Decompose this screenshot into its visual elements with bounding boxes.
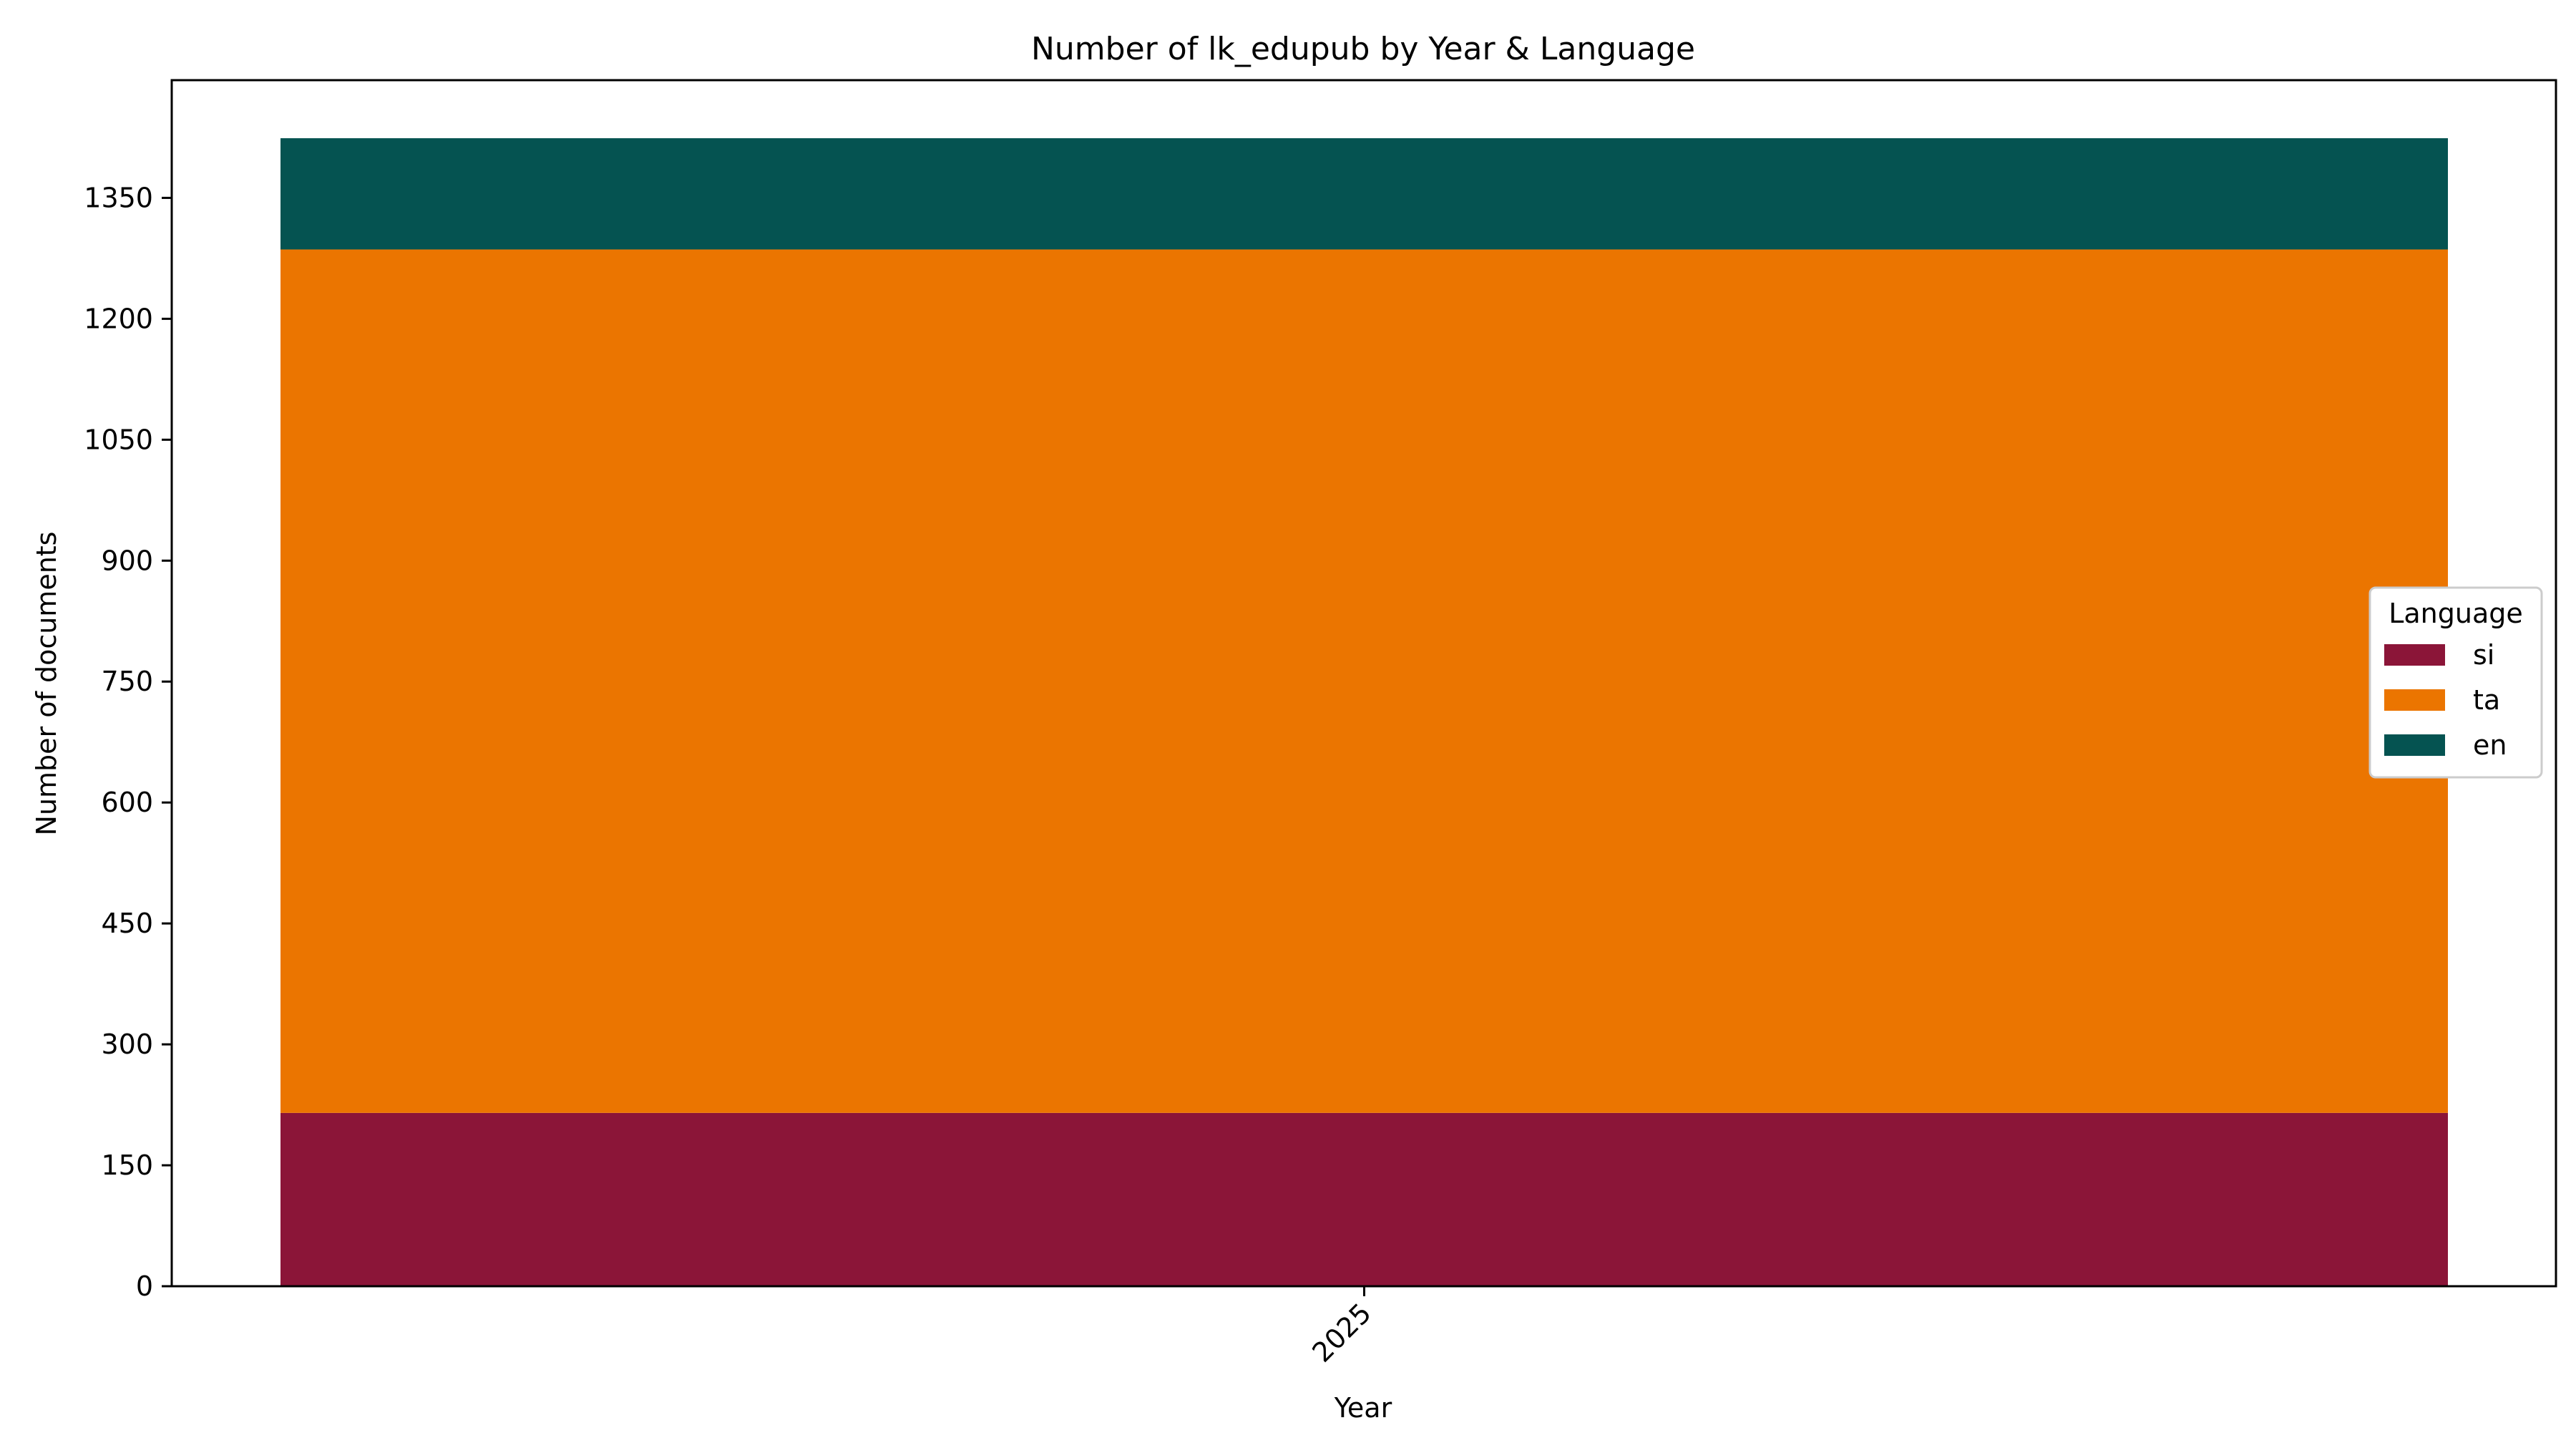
y-tick-label: 1350 [84,182,153,213]
y-tick-label: 450 [101,908,153,939]
chart-title: Number of lk_edupub by Year & Language [1031,31,1695,67]
y-tick-label: 600 [101,787,153,818]
legend-swatch-en [2384,734,2445,756]
y-tick-label: 1050 [84,424,153,455]
y-tick-label: 300 [101,1029,153,1060]
legend-label-si: si [2473,639,2494,671]
legend-swatch-si [2384,644,2445,666]
y-axis-label: Number of documents [31,532,62,836]
plot-area [280,138,2448,1286]
legend-label-ta: ta [2473,684,2500,716]
y-tick-label: 750 [101,666,153,697]
y-tick-label: 1200 [84,303,153,334]
bar-segment-si-2025 [280,1112,2448,1286]
legend-title: Language [2389,598,2523,629]
legend-entries: si ta en [2384,639,2507,761]
legend-box [2368,586,2543,779]
bar-segment-ta-2025 [280,249,2448,1113]
y-tick-label: 900 [101,545,153,576]
bar-segment-en-2025 [280,138,2448,250]
y-tick-label: 150 [101,1150,153,1181]
legend: Language si ta en [2368,586,2543,779]
legend-label-en: en [2473,729,2507,761]
legend-swatch-ta [2384,689,2445,711]
y-axis: 0 150 300 450 600 750 900 1050 1200 1350 [84,182,172,1302]
x-axis-label: Year [1334,1392,1392,1424]
y-tick-label: 0 [136,1270,153,1302]
